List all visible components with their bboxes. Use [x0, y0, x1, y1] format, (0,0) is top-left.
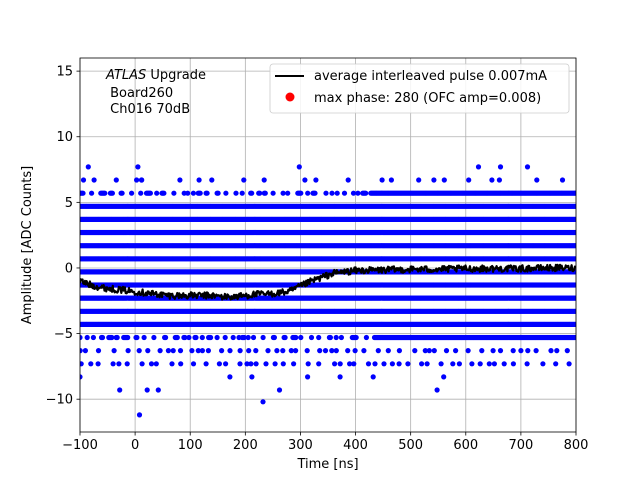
scatter-point — [573, 308, 576, 314]
scatter-series — [80, 164, 576, 418]
scatter-point — [573, 321, 576, 327]
